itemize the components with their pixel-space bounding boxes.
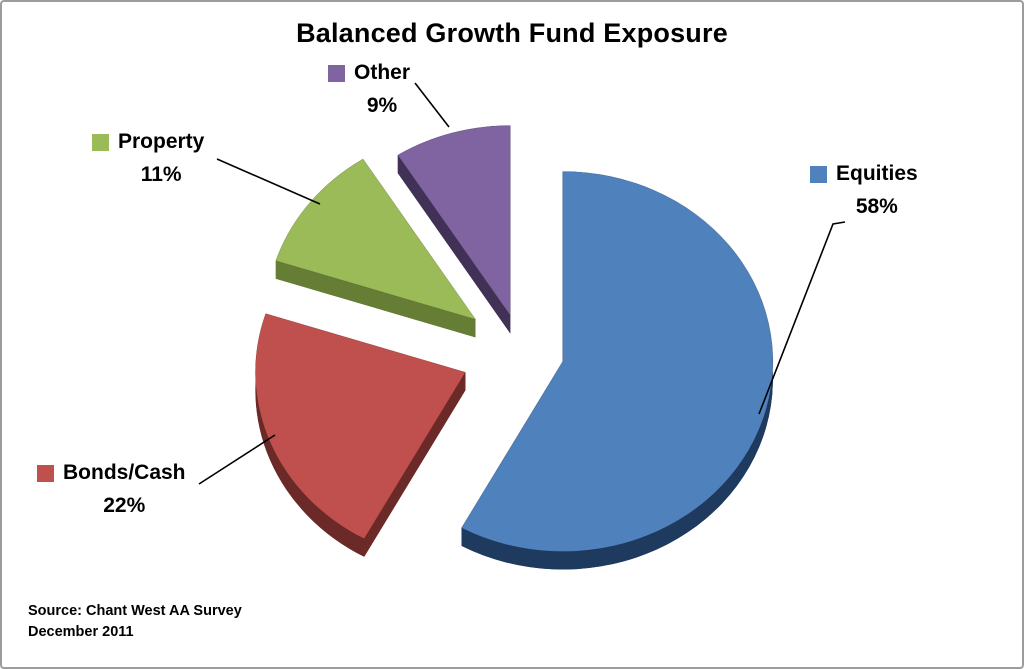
chart-title: Balanced Growth Fund Exposure xyxy=(296,18,728,48)
source-line-1: Source: Chant West AA Survey xyxy=(28,603,242,619)
pie-slice-wall-property xyxy=(275,260,476,338)
pie-slice-bonds-cash xyxy=(254,312,467,540)
equities-label: Equities 58% xyxy=(810,163,918,218)
property-label-name: Property xyxy=(118,130,205,153)
bonds-cash-label-pct: 22% xyxy=(103,494,146,517)
source-line-2: December 2011 xyxy=(28,624,134,640)
leader-line-property xyxy=(216,158,321,205)
pie-slice-equities xyxy=(460,170,774,552)
property-label: Property 11% xyxy=(92,131,204,186)
leader-line-equities xyxy=(758,221,846,415)
other-label-name: Other xyxy=(354,61,411,84)
leader-line-other xyxy=(414,82,450,128)
bonds-cash-label-name: Bonds/Cash xyxy=(63,461,186,484)
pie-slice-property xyxy=(275,158,477,321)
other-label-pct: 9% xyxy=(366,94,398,117)
leader-line-bonds-cash xyxy=(198,434,276,485)
pie-slice-rim-bonds-cash xyxy=(255,313,365,557)
equities-label-name: Equities xyxy=(836,162,918,185)
source-note: Source: Chant West AA Survey December 20… xyxy=(28,601,242,643)
equities-label-pct: 58% xyxy=(855,195,898,218)
other-label: Other 9% xyxy=(328,62,410,117)
pie-slice-wall-other xyxy=(397,155,511,334)
equities-legend-swatch xyxy=(810,165,827,183)
property-label-pct: 11% xyxy=(140,163,182,186)
property-legend-swatch xyxy=(92,133,109,151)
bonds-cash-legend-swatch xyxy=(37,464,54,482)
pie-slice-wall-bonds-cash xyxy=(364,372,466,557)
other-legend-swatch xyxy=(328,64,345,82)
pie-slice-other xyxy=(397,124,511,318)
bonds-cash-label: Bonds/Cash 22% xyxy=(37,462,186,517)
